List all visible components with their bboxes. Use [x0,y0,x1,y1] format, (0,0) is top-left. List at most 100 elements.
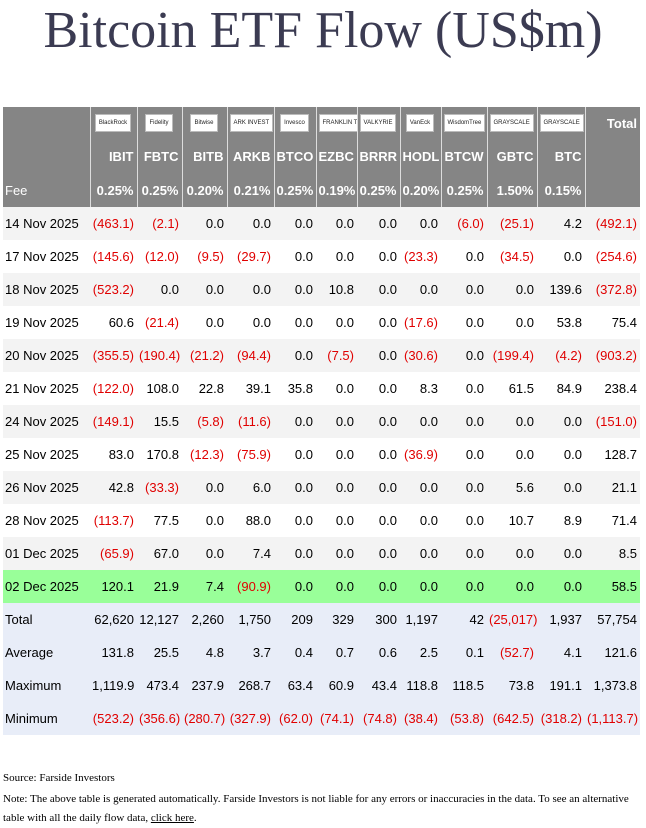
summary-cell: (52.7) [487,636,537,669]
fee: 0.25% [89,173,137,207]
flow-cell: 0.0 [274,339,316,372]
flow-cell: 60.6 [108,315,134,330]
summary-cell: (642.5) [487,702,537,735]
logo: VALKYRIE [359,114,397,132]
date: 24 Nov 2025 [3,405,90,438]
summary-cell: 4.8 [182,636,227,669]
flow-cell: 0.0 [182,273,227,306]
summary-label: Average [3,636,90,669]
summary-label: Minimum [3,702,90,735]
data-row: 24 Nov 2025 (149.1) 15.5 (5.8) (11.6) 0.0 0.0 0… [3,405,640,438]
flow-cell: (463.1) [90,207,137,240]
logo: GRAYSCALE [489,114,534,132]
title: Bitcoin ETF Flow (US$m) [43,2,603,59]
summary-cell: 57,754 [585,603,640,636]
fee: 0.25% [356,173,400,207]
note-text: Note: The above table is generated autom… [3,793,629,824]
flow-cell: (903.2) [585,339,640,372]
cell: GRAYSCALE [486,107,537,139]
flow-cell: (523.2) [90,273,137,306]
flow-cell: 0.0 [274,405,316,438]
data-row: 14 Nov 2025 (463.1) (2.1) 0.0 0.0 0.0 0.0 0.0 0.… [3,207,640,240]
summary-label: Maximum [3,669,90,702]
flow-cell: 0.0 [563,249,582,264]
flow-cell: 0.0 [400,405,441,438]
summary-cell: 191.1 [537,669,585,702]
summary-cell: (74.8) [357,702,400,735]
flow-cell: 0.0 [465,315,484,330]
date: 19 Nov 2025 [5,315,79,330]
flow-cell: (12.0) [145,249,179,264]
flow-cell: 0.0 [537,405,585,438]
flow-cell: 0.0 [419,513,438,528]
flow-cell: 0.0 [274,273,316,306]
flow-cell: 6.0 [227,471,274,504]
summary-cell: (74.1) [316,702,357,735]
flow-cell: 0.0 [400,207,441,240]
flow-cell: 42.8 [90,471,137,504]
date: 01 Dec 2025 [3,537,90,570]
flow-cell: (254.6) [595,249,637,264]
summary-row: Minimum (523.2) (356.6) (280.7) (327.9) (62.0… [3,702,640,735]
flow-cell: 0.0 [537,570,585,603]
summary-cell: 1,937 [537,603,585,636]
flow-cell: 21.1 [585,471,640,504]
flow-cell: 0.0 [441,405,487,438]
summary-cell: (53.8) [441,702,487,735]
flow-cell: 0.0 [465,513,484,528]
summary-label: Total [3,603,90,636]
flow-cell: 0.0 [487,570,537,603]
cell: FRANKLIN TEMPLETON [315,107,357,139]
flow-cell: 128.7 [604,447,637,462]
data-row: 25 Nov 2025 83.0 170.8 (12.3) (75.9) 0.0 0.0 0.… [3,438,640,471]
flow-cell: (6.0) [441,207,487,240]
cell [584,173,640,207]
flow-cell: (199.4) [487,339,537,372]
summary-cell: 2.5 [400,636,441,669]
data-row: 20 Nov 2025 (355.5) (190.4) (21.2) (94.4) 0.0… [3,339,640,372]
flow-cell: 0.0 [357,570,400,603]
data-row: 26 Nov 2025 42.8 (33.3) 0.0 6.0 0.0 0.0 0.0 0.0 0… [3,471,640,504]
logo: GRAYSCALE [539,114,584,132]
flow-cell: 0.0 [537,471,585,504]
flow-cell: 0.0 [182,537,227,570]
flow-cell: 0.0 [400,537,441,570]
ticker: BITB [181,139,227,173]
flow-cell: 0.0 [487,405,537,438]
logo: Bitwise [190,114,218,132]
logo-row: BlackRock Fidelity Bitwise ARK INVEST Invesc… [3,107,640,139]
flow-cell: 10.8 [316,273,357,306]
summary-cell: 121.6 [585,636,640,669]
flow-cell: (2.1) [137,207,182,240]
flow-cell: 0.0 [294,447,313,462]
flow-cell: (122.0) [92,381,134,396]
summary-cell: (523.2) [90,702,137,735]
date: 28 Nov 2025 [5,513,79,528]
cell [584,139,640,173]
flow-cell: 0.0 [515,447,534,462]
flow-cell: 139.6 [537,273,585,306]
summary-cell: 0.6 [357,636,400,669]
note-end: . [193,812,197,824]
cell: VALKYRIE [356,107,400,139]
flow-cell: 0.0 [465,381,484,396]
flow-cell: 0.0 [378,315,397,330]
summary-row: Maximum 1,119.9 473.4 237.9 268.7 63.4 60.9 43.… [3,669,640,702]
flow-cell: (4.2) [537,339,585,372]
flow-cell: 0.0 [537,537,585,570]
summary-cell: (25,017) [487,603,537,636]
flow-cell: 108.0 [146,381,179,396]
flow-cell: 0.0 [227,207,274,240]
flow-cell: 8.3 [419,381,438,396]
summary-cell: (62.0) [274,702,316,735]
summary-cell: 4.1 [537,636,585,669]
ticker: IBIT [89,139,137,173]
summary-row: Average 131.8 25.5 4.8 3.7 0.4 0.7 0.6 2.5 0.1 (52… [3,636,640,669]
summary-cell: 1,750 [227,603,274,636]
flow-cell: (36.9) [404,447,438,462]
flow-cell: 0.0 [335,315,354,330]
link[interactable]: click here [150,812,194,824]
date: 17 Nov 2025 [5,249,79,264]
summary-row: Total 62,620 12,127 2,260 1,750 209 329 300 1,19… [3,603,640,636]
flow-cell: 88.0 [245,513,271,528]
